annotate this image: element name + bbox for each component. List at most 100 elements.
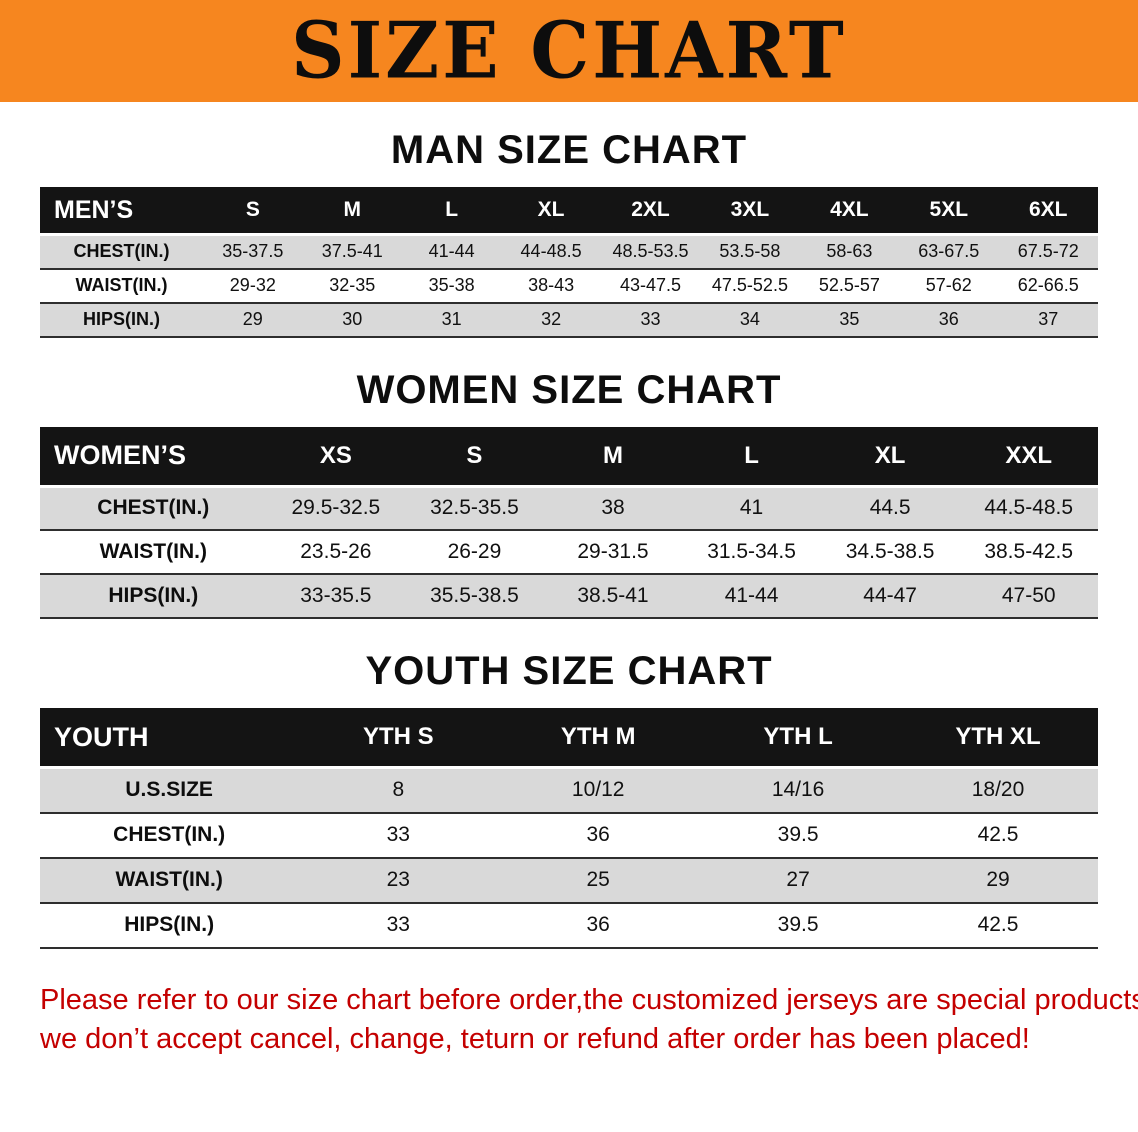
- size-value-cell: 31: [441, 309, 462, 329]
- size-column-header: YTH S: [298, 708, 499, 769]
- size-value-cell: 42.5: [977, 913, 1019, 936]
- size-value-cell: 62-66.5: [1017, 275, 1079, 295]
- size-value-cell: 37: [1038, 309, 1059, 329]
- disclaimer-line-1: Please refer to our size chart before or…: [40, 983, 1138, 1016]
- men-header-row: MEN’S S M L XL 2XL 3XL 4XL 5XL 6XL: [40, 187, 1098, 236]
- size-value-cell: 44.5: [869, 496, 911, 520]
- table-row: WAIST(IN.) 29-32 32-35 35-38 38-43 43-47.5 47.…: [40, 268, 1098, 303]
- size-column-header: M: [543, 426, 683, 488]
- size-value-cell: 53.5-58: [719, 241, 781, 262]
- size-value-cell: 44-48.5: [520, 241, 582, 262]
- size-value-cell: 43-47.5: [619, 275, 682, 295]
- size-column-header: L: [682, 426, 821, 488]
- size-value-cell: 33: [386, 823, 410, 846]
- size-value-cell: 27: [786, 868, 810, 891]
- row-label: HIPS(IN.): [124, 913, 215, 936]
- row-label: CHEST(IN.): [113, 823, 226, 846]
- row-label: WAIST(IN.): [75, 275, 168, 295]
- size-column-header: L: [401, 187, 502, 236]
- size-value-cell: 44-47: [863, 584, 917, 607]
- size-value-cell: 36: [586, 913, 610, 936]
- size-value-cell: 29-32: [229, 275, 276, 295]
- size-value-cell: 30: [342, 309, 363, 329]
- size-value-cell: 23.5-26: [300, 540, 372, 563]
- page-title: SIZE CHART: [291, 5, 847, 97]
- size-value-cell: 57-62: [925, 275, 972, 295]
- row-label: WAIST(IN.): [99, 540, 207, 563]
- size-value-cell: 38-43: [528, 275, 575, 295]
- size-value-cell: 39.5: [777, 823, 819, 846]
- table-row: HIPS(IN.) 29 30 31 32 33 34 35 36 37: [40, 302, 1098, 337]
- table-row: U.S.SIZE 8 10/12 14/16 18/20: [40, 767, 1098, 813]
- size-column-header: 6XL: [998, 187, 1098, 236]
- size-column-header: XL: [820, 426, 960, 488]
- size-column-header: YTH M: [498, 708, 699, 769]
- size-value-cell: 44.5-48.5: [984, 496, 1074, 520]
- size-column-header: XL: [501, 187, 601, 236]
- table-corner-header: YOUTH: [40, 708, 299, 769]
- size-value-cell: 33: [386, 913, 410, 936]
- size-value-cell: 47-50: [1001, 584, 1056, 607]
- women-header-row: WOMEN’S XS S M L XL XXL: [40, 426, 1098, 488]
- size-value-cell: 34: [739, 309, 760, 329]
- size-value-cell: 25: [586, 868, 610, 891]
- size-value-cell: 26-29: [447, 540, 502, 563]
- size-value-cell: 18/20: [971, 778, 1025, 802]
- table-row: CHEST(IN.) 33 36 39.5 42.5: [40, 812, 1098, 858]
- size-column-header: YTH XL: [898, 708, 1098, 769]
- women-section-title: WOMEN SIZE CHART: [356, 367, 782, 412]
- size-column-header: 4XL: [799, 187, 900, 236]
- size-value-cell: 14/16: [771, 778, 825, 802]
- size-value-cell: 36: [586, 823, 610, 846]
- size-column-header: XXL: [959, 426, 1098, 488]
- size-value-cell: 38.5-41: [577, 584, 649, 607]
- table-row: CHEST(IN.) 35-37.5 37.5-41 41-44 44-48.5 48.5…: [40, 234, 1098, 269]
- size-value-cell: 63-67.5: [918, 241, 980, 262]
- table-corner-header: MEN’S: [40, 187, 204, 236]
- size-value-cell: 32.5-35.5: [430, 496, 519, 520]
- size-value-cell: 32: [541, 309, 562, 329]
- size-value-cell: 33: [640, 309, 661, 329]
- size-value-cell: 10/12: [571, 778, 625, 802]
- size-column-header: 3XL: [700, 187, 800, 236]
- youth-header-row: YOUTH YTH S YTH M YTH L YTH XL: [40, 708, 1098, 769]
- size-value-cell: 67.5-72: [1017, 241, 1079, 262]
- row-label: CHEST(IN.): [73, 241, 170, 262]
- table-corner-header: WOMEN’S: [40, 426, 267, 488]
- men-size-table: MEN’S S M L XL 2XL 3XL 4XL 5XL 6XL CHEST(IN.) 35-3…: [40, 187, 1098, 338]
- size-value-cell: 36: [938, 309, 959, 329]
- size-value-cell: 29: [242, 309, 263, 329]
- row-label: U.S.SIZE: [125, 778, 213, 802]
- size-value-cell: 41-44: [724, 584, 779, 607]
- table-row: WAIST(IN.) 23.5-26 26-29 29-31.5 31.5-34.5 34…: [40, 530, 1098, 574]
- size-value-cell: 58-63: [826, 241, 873, 262]
- disclaimer-line-2: we don’t accept cancel, change, teturn o…: [40, 1022, 1030, 1055]
- size-value-cell: 41-44: [428, 241, 475, 262]
- youth-section-title: YOUTH SIZE CHART: [365, 649, 773, 693]
- size-value-cell: 35-38: [428, 275, 475, 295]
- size-value-cell: 29-31.5: [577, 540, 649, 563]
- table-row: CHEST(IN.) 29.5-32.5 32.5-35.5 38 41 44.5 44.5…: [40, 486, 1098, 530]
- table-row: WAIST(IN.) 23 25 27 29: [40, 857, 1098, 903]
- size-value-cell: 35: [839, 309, 860, 329]
- men-section-title: MAN SIZE CHART: [390, 128, 748, 172]
- size-value-cell: 23: [386, 868, 410, 891]
- size-value-cell: 39.5: [777, 913, 819, 936]
- size-value-cell: 31.5-34.5: [707, 540, 796, 563]
- size-value-cell: 29: [986, 868, 1010, 891]
- table-row: HIPS(IN.) 33 36 39.5 42.5: [40, 902, 1098, 948]
- youth-size-table: YOUTH YTH S YTH M YTH L YTH XL U.S.SIZE 8 10/1…: [40, 708, 1098, 949]
- size-column-header: M: [302, 187, 402, 236]
- row-label: HIPS(IN.): [108, 584, 199, 607]
- size-value-cell: 41: [739, 496, 764, 520]
- size-value-cell: 52.5-57: [818, 275, 880, 295]
- row-label: HIPS(IN.): [83, 309, 161, 329]
- row-label: WAIST(IN.): [115, 868, 223, 891]
- size-column-header: XS: [266, 426, 406, 488]
- size-value-cell: 33-35.5: [300, 584, 372, 607]
- size-value-cell: 8: [392, 778, 405, 802]
- size-column-header: 5XL: [899, 187, 999, 236]
- size-column-header: S: [405, 426, 544, 488]
- size-column-header: 2XL: [600, 187, 701, 236]
